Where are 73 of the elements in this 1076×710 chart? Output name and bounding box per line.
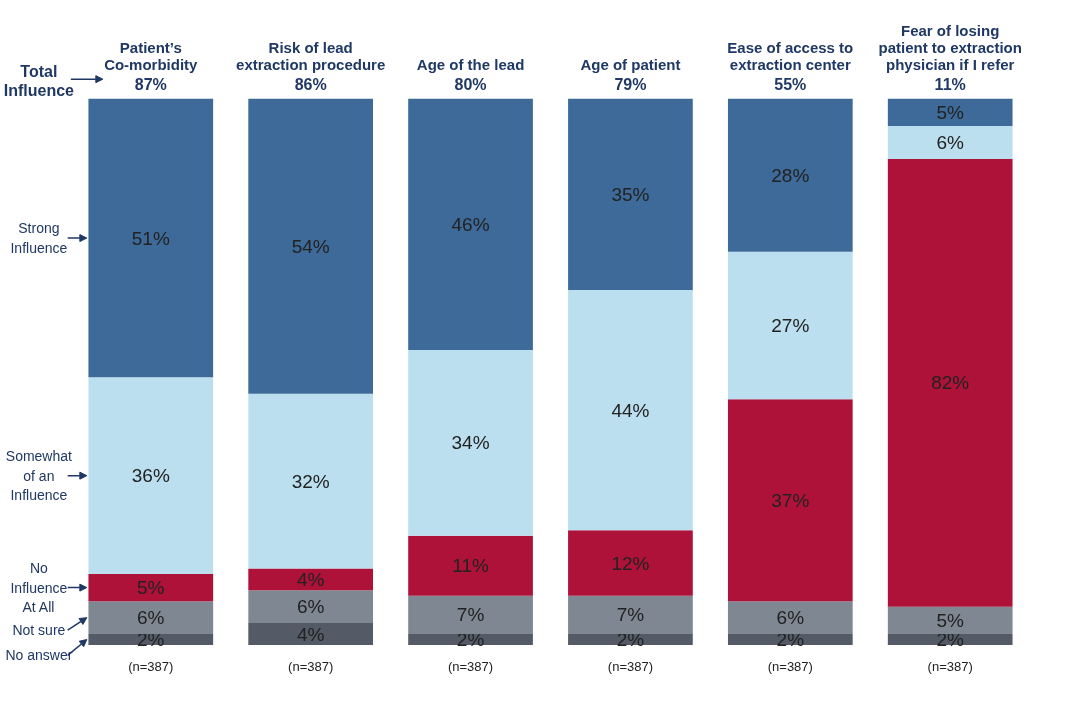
bar — [248, 623, 374, 645]
data-label: 6% — [137, 607, 165, 629]
data-label: 12% — [611, 552, 650, 574]
bar — [568, 595, 693, 635]
annotation: 79% — [614, 76, 647, 94]
data-label: 34% — [451, 432, 490, 454]
data-label: 36% — [131, 465, 170, 487]
bar — [887, 98, 1013, 127]
x-tick-label: Ease of access to extraction center — [727, 38, 854, 73]
data-label: 35% — [611, 183, 650, 205]
data-label: 27% — [771, 314, 810, 336]
bar — [248, 98, 374, 394]
annotation: 11% — [934, 76, 966, 94]
text: (n=387) — [767, 659, 813, 675]
bar — [887, 606, 1013, 635]
bar — [887, 126, 1013, 159]
data-label: 46% — [451, 213, 490, 235]
bar — [568, 98, 693, 290]
data-label: 37% — [771, 489, 810, 511]
bar — [727, 251, 853, 400]
text: (n=387) — [288, 659, 334, 675]
data-label: 6% — [776, 607, 805, 629]
text: (n=387) — [607, 659, 654, 675]
series-label: No Influence At All — [10, 560, 68, 615]
bar — [408, 595, 533, 635]
bar — [727, 601, 853, 635]
data-label: 32% — [291, 470, 330, 492]
data-label: 82% — [931, 372, 970, 394]
bar — [88, 573, 214, 602]
data-label: 51% — [131, 227, 170, 249]
bar — [727, 98, 853, 252]
bar — [248, 590, 374, 624]
bar — [408, 98, 533, 351]
bar — [568, 530, 693, 596]
series-label: Not sure — [12, 622, 66, 639]
data-label: 28% — [771, 164, 810, 186]
bar — [88, 377, 214, 574]
series-label: Strong Influence — [10, 220, 68, 256]
data-label: 11% — [452, 555, 489, 577]
annotation: 55% — [774, 76, 807, 94]
data-label: 7% — [616, 604, 645, 626]
x-tick-label: Fear of losing patient to extraction physician if I refer — [878, 21, 1022, 73]
series-label: Somewhat of an Influence — [5, 448, 73, 503]
series-label: No answer — [5, 647, 73, 664]
bar — [248, 393, 374, 569]
bar — [887, 158, 1013, 607]
bar — [568, 289, 693, 531]
text: (n=387) — [927, 659, 973, 675]
data-label: 44% — [611, 399, 650, 421]
data-label: 4% — [296, 623, 325, 645]
data-label: 4% — [296, 568, 325, 590]
data-label: 5% — [936, 609, 965, 631]
bar — [727, 399, 853, 602]
bar — [408, 350, 533, 536]
text: (n=387) — [128, 659, 174, 675]
x-tick-label: Risk of lead extraction procedure — [236, 38, 386, 73]
annotation: 87% — [134, 76, 167, 94]
x-tick-label: Age of the lead — [416, 55, 525, 73]
data-label: 5% — [936, 101, 965, 123]
annotation: 80% — [454, 76, 487, 94]
data-label: 5% — [137, 577, 165, 599]
text: Total Influence — [3, 62, 75, 99]
x-tick-label: Age of patient — [580, 55, 681, 73]
x-tick-label: Patient’s Co-morbidity — [104, 38, 199, 73]
data-label: 54% — [291, 235, 330, 257]
bar — [88, 98, 214, 378]
data-label: 6% — [296, 596, 325, 618]
bar — [408, 535, 533, 596]
text: (n=387) — [447, 659, 494, 675]
annotation: 86% — [294, 76, 327, 94]
bar — [88, 601, 214, 635]
data-label: 6% — [936, 132, 965, 153]
data-label: 7% — [456, 604, 485, 626]
